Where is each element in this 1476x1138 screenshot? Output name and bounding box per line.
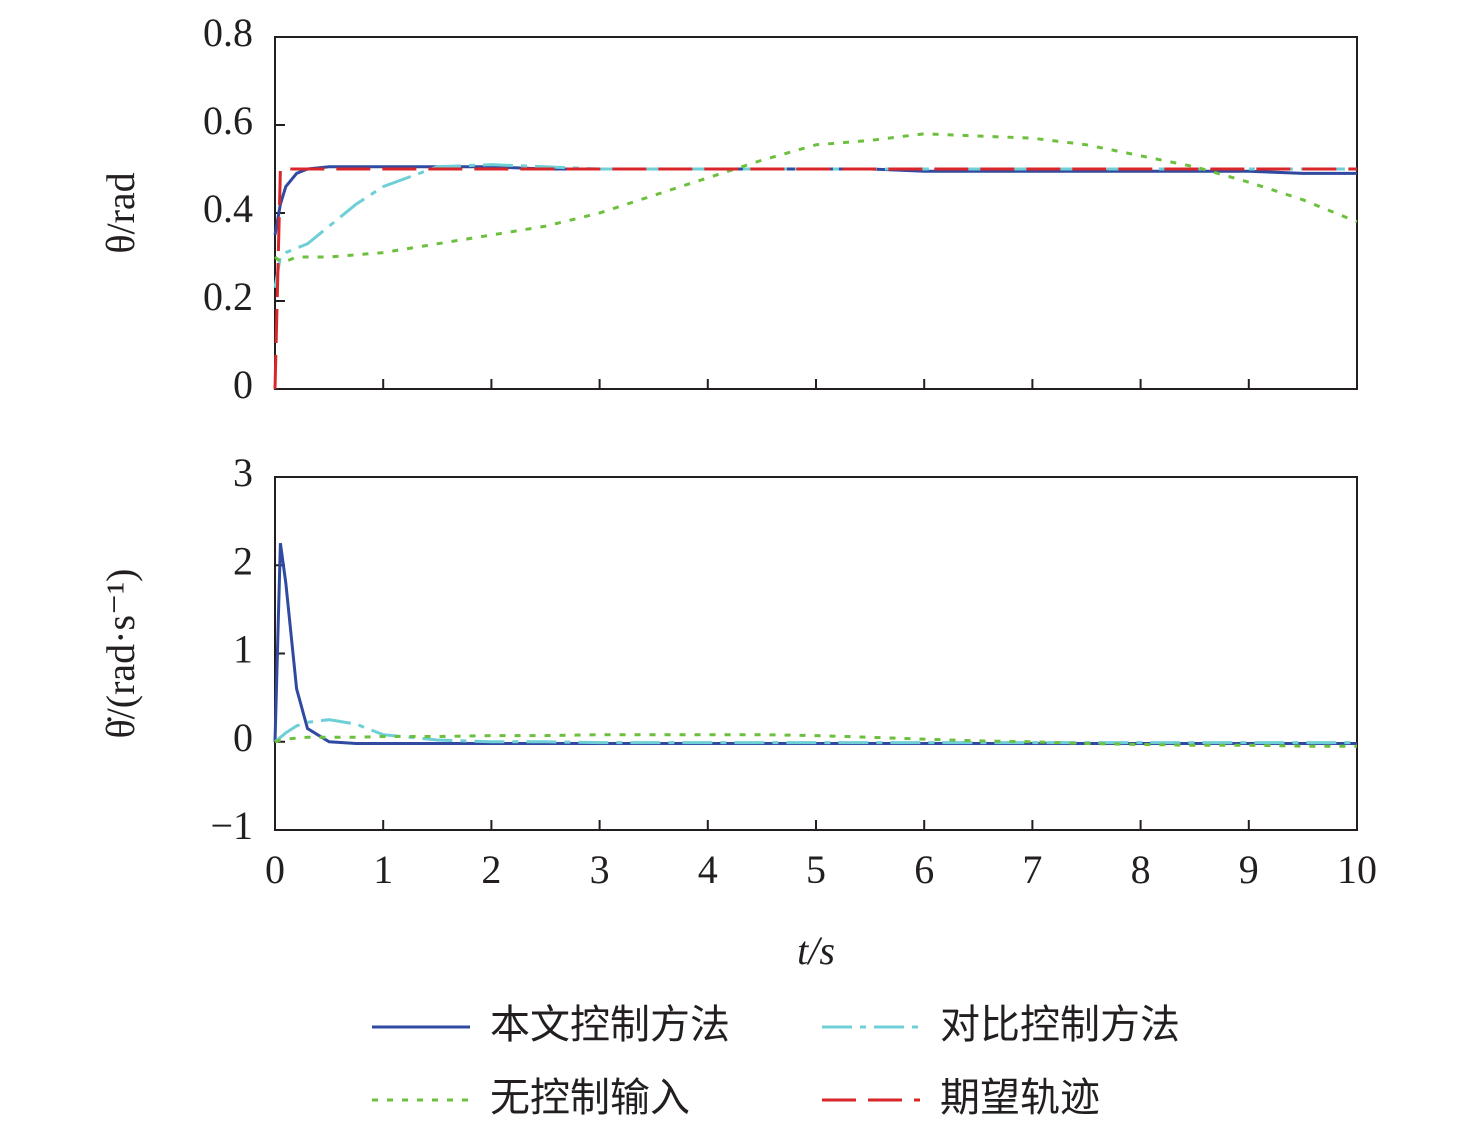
data-line	[273, 167, 1357, 390]
x-tick-label: 9	[1239, 847, 1259, 892]
data-line	[273, 165, 1357, 236]
y-axis-label: θ̇/(rad·s⁻¹)	[98, 569, 143, 739]
data-line	[273, 163, 1357, 289]
data-line	[273, 542, 1357, 745]
y-tick-label: 0	[233, 362, 253, 407]
legend-label: 期望轨迹	[940, 1075, 1100, 1121]
y-tick-label: 3	[233, 450, 253, 495]
plot-frame	[274, 36, 1358, 390]
y-tick-label: 0.2	[203, 274, 253, 319]
x-tick-label: 2	[481, 847, 501, 892]
plot-frame	[274, 476, 1358, 831]
x-tick-label: 6	[914, 847, 934, 892]
y-tick-label: −1	[210, 803, 253, 848]
y-tick-label: 0.4	[203, 186, 253, 231]
x-tick-label: 10	[1337, 847, 1377, 892]
y-axis-label: θ/rad	[98, 172, 143, 253]
data-line	[274, 132, 1358, 263]
data-line	[274, 718, 1357, 745]
x-tick-label: 7	[1022, 847, 1042, 892]
legend-label: 对比控制方法	[940, 1002, 1180, 1048]
x-tick-label: 1	[373, 847, 393, 892]
y-tick-label: 0.8	[203, 10, 253, 55]
y-tick-label: 0	[233, 715, 253, 760]
x-tick-label: 3	[590, 847, 610, 892]
legend-label: 本文控制方法	[490, 1002, 730, 1048]
data-line	[274, 733, 1357, 748]
x-axis-label: t/s	[797, 928, 835, 973]
x-tick-label: 8	[1131, 847, 1151, 892]
y-tick-label: 1	[233, 627, 253, 672]
x-tick-label: 5	[806, 847, 826, 892]
y-tick-label: 0.6	[203, 98, 253, 143]
x-tick-label: 4	[698, 847, 718, 892]
x-tick-label: 0	[265, 847, 285, 892]
legend-label: 无控制输入	[490, 1075, 690, 1121]
y-tick-label: 2	[233, 538, 253, 583]
